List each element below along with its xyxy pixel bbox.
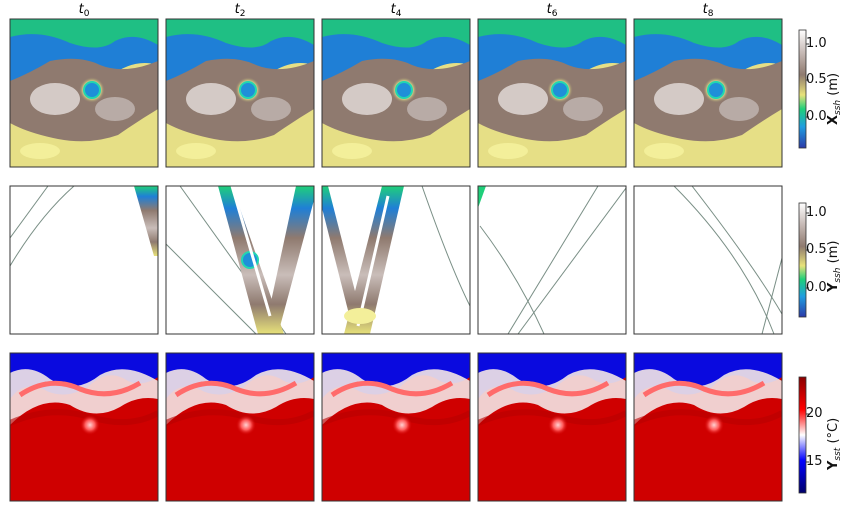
panel-sst-field-3 <box>477 352 627 502</box>
panel-sst-field-4 <box>633 352 783 502</box>
colorbar-ssh-obs-label: Yssh (m) <box>826 240 842 292</box>
time-label-t6: t6 <box>546 2 558 19</box>
panel-ssh-observations-3 <box>477 185 627 335</box>
time-label-t4: t4 <box>390 2 402 19</box>
colorbar-ssh-field-label: Xssh (m) <box>826 72 842 125</box>
colorbar-sst <box>798 376 807 494</box>
panel-ssh-observations-0 <box>9 185 159 335</box>
colorbar-ssh-obs-tick-0.5: 0.5 <box>806 242 827 257</box>
panel-sst-field-0 <box>9 352 159 502</box>
colorbar-ssh-obs-tick-0.0: 0.0 <box>806 280 827 295</box>
panel-ssh-observations-2 <box>321 185 471 335</box>
colorbar-sst-label: Ysst (°C) <box>826 417 842 470</box>
panel-ssh-observations-1 <box>165 185 315 335</box>
panel-ssh-observations-4 <box>633 185 783 335</box>
time-label-t2: t2 <box>234 2 246 19</box>
colorbar-ssh-observations <box>798 202 807 318</box>
colorbar-ssh-field-tick-0.5: 0.5 <box>806 72 827 87</box>
colorbar-ssh-field-tick-1.0: 1.0 <box>806 36 827 51</box>
colorbar-ssh-obs-tick-1.0: 1.0 <box>806 205 827 220</box>
panel-ssh-field-2 <box>321 18 471 168</box>
panel-ssh-field-0 <box>9 18 159 168</box>
time-label-t0: t0 <box>78 2 90 19</box>
panel-ssh-field-4 <box>633 18 783 168</box>
panel-sst-field-1 <box>165 352 315 502</box>
panel-sst-field-2 <box>321 352 471 502</box>
panel-ssh-field-1 <box>165 18 315 168</box>
colorbar-ssh-field-tick-0.0: 0.0 <box>806 109 827 124</box>
colorbar-sst-tick-15: 15 <box>806 454 823 469</box>
time-label-t8: t8 <box>702 2 714 19</box>
panel-ssh-field-3 <box>477 18 627 168</box>
colorbar-ssh-field <box>798 29 807 149</box>
colorbar-sst-tick-20: 20 <box>806 406 823 421</box>
